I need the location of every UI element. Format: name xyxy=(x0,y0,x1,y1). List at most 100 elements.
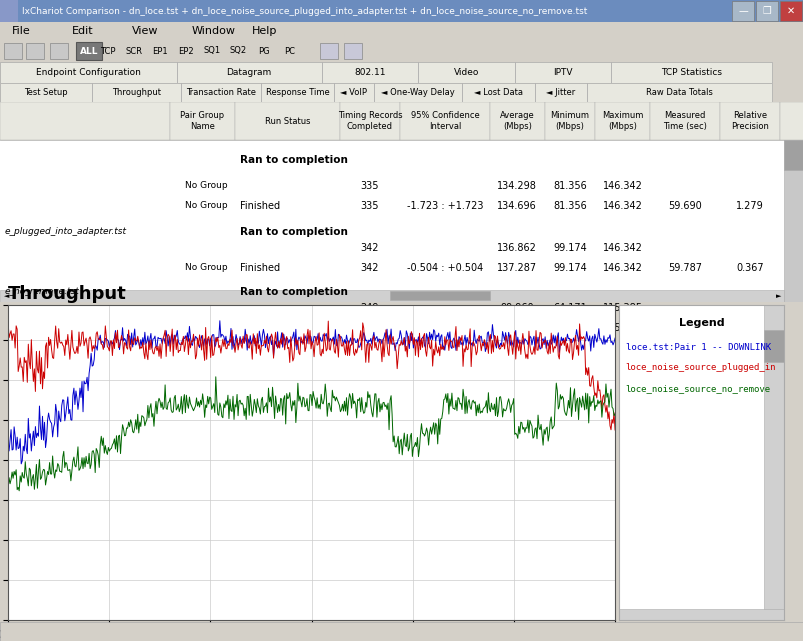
Text: 136.862: 136.862 xyxy=(496,243,536,253)
Text: 59.662: 59.662 xyxy=(667,323,701,333)
Text: Endpoint Configuration: Endpoint Configuration xyxy=(36,68,141,77)
Bar xyxy=(0,62,177,83)
Text: Help: Help xyxy=(251,26,277,36)
Text: -1.723 : +1.723: -1.723 : +1.723 xyxy=(406,201,483,211)
Text: 59.690: 59.690 xyxy=(667,201,701,211)
Text: ◄ Jitter: ◄ Jitter xyxy=(545,88,575,97)
Bar xyxy=(169,102,234,140)
Text: 134.298: 134.298 xyxy=(496,181,536,191)
Text: 59.787: 59.787 xyxy=(667,263,701,273)
Text: 99.174: 99.174 xyxy=(552,263,586,273)
Bar xyxy=(26,43,44,59)
Text: View: View xyxy=(132,26,158,36)
Text: Ran to completion: Ran to completion xyxy=(240,155,348,165)
Bar xyxy=(489,102,544,140)
Text: e_no_remove.tst: e_no_remove.tst xyxy=(5,288,79,297)
Text: 81.356: 81.356 xyxy=(552,201,586,211)
Text: Finished: Finished xyxy=(240,323,279,333)
Text: TCP: TCP xyxy=(100,47,116,56)
Text: Datagram: Datagram xyxy=(226,68,271,77)
Text: No Group: No Group xyxy=(185,324,228,333)
Bar xyxy=(400,102,489,140)
Text: 64.171: 64.171 xyxy=(552,323,586,333)
Text: File: File xyxy=(12,26,31,36)
Text: Minimum
(Mbps): Minimum (Mbps) xyxy=(550,112,589,131)
Text: ◄ One-Way Delay: ◄ One-Way Delay xyxy=(381,88,454,97)
Text: -1.972 : +1.972: -1.972 : +1.972 xyxy=(406,323,483,333)
Bar xyxy=(92,83,181,102)
Bar xyxy=(50,43,68,59)
Text: Finished: Finished xyxy=(240,201,279,211)
Bar xyxy=(618,609,783,620)
Bar xyxy=(76,42,102,60)
Text: EP2: EP2 xyxy=(178,47,194,56)
Text: loce.tst:Pair 1 -- DOWNLINK: loce.tst:Pair 1 -- DOWNLINK xyxy=(625,343,770,352)
Text: No Group: No Group xyxy=(185,181,228,190)
Text: 342: 342 xyxy=(361,263,379,273)
Bar xyxy=(783,140,803,170)
Text: e_plugged_into_adapter.tst: e_plugged_into_adapter.tst xyxy=(5,228,127,237)
Bar xyxy=(344,43,361,59)
Text: Pair Group
Name: Pair Group Name xyxy=(180,112,224,131)
Text: loce_noise_source_no_remove: loce_noise_source_no_remove xyxy=(625,384,770,393)
Text: Measured
Time (sec): Measured Time (sec) xyxy=(662,112,706,131)
Bar xyxy=(0,290,783,302)
Bar xyxy=(0,102,169,140)
Text: IxChariot Comparison - dn_loce.tst + dn_loce_noise_source_plugged_into_adapter.t: IxChariot Comparison - dn_loce.tst + dn_… xyxy=(22,6,587,15)
Text: 64.171: 64.171 xyxy=(552,303,586,313)
Text: 99.960: 99.960 xyxy=(499,303,533,313)
Text: 146.342: 146.342 xyxy=(602,243,642,253)
Text: 249: 249 xyxy=(361,323,379,333)
Bar xyxy=(181,83,261,102)
Bar xyxy=(783,140,803,302)
Bar xyxy=(610,62,771,83)
Text: —: — xyxy=(737,6,747,16)
Text: 146.342: 146.342 xyxy=(602,201,642,211)
Text: IPTV: IPTV xyxy=(552,68,572,77)
Bar xyxy=(719,102,779,140)
Text: EP1: EP1 xyxy=(152,47,168,56)
Bar xyxy=(0,0,18,22)
Text: 335: 335 xyxy=(361,201,379,211)
Text: Run Status: Run Status xyxy=(264,117,310,126)
Bar xyxy=(177,62,321,83)
Text: ❒: ❒ xyxy=(762,6,770,16)
Text: 802.11: 802.11 xyxy=(353,68,385,77)
Bar xyxy=(373,83,462,102)
Text: No Group: No Group xyxy=(185,263,228,272)
Bar xyxy=(594,102,649,140)
Text: 100.164: 100.164 xyxy=(496,323,536,333)
Text: Edit: Edit xyxy=(72,26,93,36)
Text: 342: 342 xyxy=(361,243,379,253)
Bar xyxy=(649,102,719,140)
Text: 115.385: 115.385 xyxy=(602,303,642,313)
Text: 146.342: 146.342 xyxy=(602,181,642,191)
Text: Raw Data Totals: Raw Data Totals xyxy=(645,88,712,97)
Text: 95% Confidence
Interval: 95% Confidence Interval xyxy=(410,112,479,131)
Bar xyxy=(321,62,418,83)
Text: 115.385: 115.385 xyxy=(602,323,642,333)
Text: 81.356: 81.356 xyxy=(552,181,586,191)
Text: Timing Records
Completed: Timing Records Completed xyxy=(337,112,402,131)
Bar xyxy=(4,43,22,59)
Bar xyxy=(763,330,783,362)
Text: ◄ Lost Data: ◄ Lost Data xyxy=(474,88,522,97)
Text: 146.342: 146.342 xyxy=(602,263,642,273)
Text: 0.367: 0.367 xyxy=(736,263,763,273)
Bar xyxy=(544,102,594,140)
Text: Average
(Mbps): Average (Mbps) xyxy=(499,112,534,131)
Text: SCR: SCR xyxy=(125,47,142,56)
Bar xyxy=(340,102,400,140)
Bar xyxy=(514,62,610,83)
Bar xyxy=(261,83,333,102)
Text: ►: ► xyxy=(776,293,781,299)
Text: TCP Statistics: TCP Statistics xyxy=(660,68,721,77)
Bar xyxy=(731,1,753,21)
Text: PC: PC xyxy=(284,47,296,56)
Bar xyxy=(586,83,771,102)
Text: ✕: ✕ xyxy=(786,6,794,16)
Bar xyxy=(779,1,801,21)
Text: ◄: ◄ xyxy=(4,293,10,299)
Text: ALL: ALL xyxy=(79,47,98,56)
Bar xyxy=(389,291,489,300)
